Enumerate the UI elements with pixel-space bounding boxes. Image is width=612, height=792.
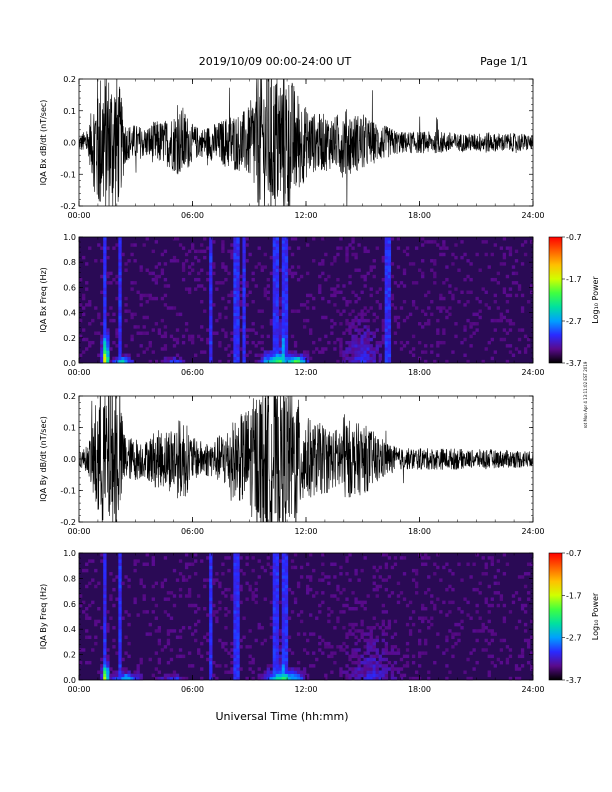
figure-title: 2019/10/09 00:00-24:00 UT bbox=[199, 55, 352, 68]
x-tick-label: 12:00 bbox=[294, 527, 317, 536]
y-tick-label: 0.2 bbox=[63, 75, 76, 84]
spectrogram-cells bbox=[79, 553, 534, 681]
y-tick-label: 0.2 bbox=[63, 392, 76, 401]
x-tick-label: 00:00 bbox=[67, 211, 90, 220]
series-line bbox=[79, 79, 533, 206]
y-tick-label: 0.0 bbox=[63, 455, 76, 464]
spectrogram-cells bbox=[79, 237, 534, 364]
panel-1: -0.2 -0.1 0.0 0.1 0.2 00:00 06:00 12:00 18:00 24:… bbox=[39, 75, 545, 220]
page-label: Page 1/1 bbox=[480, 55, 528, 68]
y-axis-label: IQA By dB/dt (nT/sec) bbox=[39, 416, 48, 502]
y-tick-label: 1.0 bbox=[63, 549, 76, 558]
colorbar-label: Log₁₀ Power bbox=[591, 592, 600, 640]
x-tick-label: 12:00 bbox=[294, 368, 317, 377]
colorbar-tick-label: -1.7 bbox=[566, 591, 582, 600]
y-tick-label: 0.2 bbox=[63, 651, 76, 660]
colorbar bbox=[548, 236, 563, 364]
y-tick-label: 0.0 bbox=[63, 359, 76, 368]
y-tick-label: -0.2 bbox=[60, 518, 76, 527]
y-axis-label: IQA Bx dB/dt (nT/sec) bbox=[39, 100, 48, 186]
x-tick-label: 06:00 bbox=[181, 368, 204, 377]
x-tick-label: 18:00 bbox=[408, 368, 431, 377]
y-tick-label: -0.1 bbox=[60, 487, 76, 496]
colorbar-tick-label: -2.7 bbox=[566, 317, 582, 326]
y-tick-label: 0.1 bbox=[63, 424, 76, 433]
panel-4: -0.7 -1.7 -2.7 -3.7 Log₁₀ Power 0.0 0.2 0.4 0.6 0… bbox=[39, 549, 600, 694]
y-tick-label: 0.8 bbox=[63, 574, 76, 583]
x-tick-label: 18:00 bbox=[408, 527, 431, 536]
y-tick-label: 0.0 bbox=[63, 139, 76, 148]
colorbar-tick-label: -0.7 bbox=[566, 549, 582, 558]
x-tick-label: 12:00 bbox=[294, 685, 317, 694]
panels: -0.2 -0.1 0.0 0.1 0.2 00:00 06:00 12:00 18:00 24:… bbox=[39, 75, 600, 694]
side-note: rot Mon Apr 4 13:11:02 EST 2019 bbox=[583, 361, 588, 428]
spectrogram-background bbox=[79, 553, 533, 680]
colorbar-label: Log₁₀ Power bbox=[591, 276, 600, 324]
x-tick-label: 12:00 bbox=[294, 211, 317, 220]
y-axis-label: IQA Bx Freq (Hz) bbox=[39, 267, 48, 333]
y-tick-label: 0.6 bbox=[63, 283, 76, 292]
x-tick-label: 24:00 bbox=[521, 368, 544, 377]
y-tick-label: 0.2 bbox=[63, 334, 76, 343]
y-tick-label: 0.8 bbox=[63, 258, 76, 267]
x-tick-label: 00:00 bbox=[67, 368, 90, 377]
panel-2: -0.7 -1.7 -2.7 -3.7 Log₁₀ Power 0.0 0.2 0.4 0.6 0… bbox=[39, 233, 600, 377]
x-tick-label: 18:00 bbox=[408, 685, 431, 694]
y-tick-label: 0.0 bbox=[63, 676, 76, 685]
x-tick-label: 24:00 bbox=[521, 527, 544, 536]
x-tick-label: 24:00 bbox=[521, 211, 544, 220]
colorbar bbox=[548, 552, 563, 681]
x-tick-label: 06:00 bbox=[181, 527, 204, 536]
panel-3: -0.2 -0.1 0.0 0.1 0.2 00:00 06:00 12:00 18:00 24:… bbox=[39, 392, 545, 536]
x-axis-label: Universal Time (hh:mm) bbox=[216, 710, 349, 723]
y-tick-label: -0.1 bbox=[60, 170, 76, 179]
colorbar-tick-label: -0.7 bbox=[566, 233, 582, 242]
y-tick-label: -0.2 bbox=[60, 202, 76, 211]
y-axis-label: IQA By Freq (Hz) bbox=[39, 584, 48, 650]
y-tick-label: 0.4 bbox=[63, 309, 76, 318]
colorbar-tick-label: -2.7 bbox=[566, 634, 582, 643]
colorbar-tick-label: -3.7 bbox=[566, 676, 582, 685]
series-line bbox=[79, 396, 533, 522]
x-tick-label: 06:00 bbox=[181, 211, 204, 220]
y-tick-label: 0.6 bbox=[63, 600, 76, 609]
y-tick-label: 1.0 bbox=[63, 233, 76, 242]
colorbar-tick-label: -3.7 bbox=[566, 359, 582, 368]
x-tick-label: 06:00 bbox=[181, 685, 204, 694]
x-tick-label: 00:00 bbox=[67, 527, 90, 536]
x-tick-label: 18:00 bbox=[408, 211, 431, 220]
y-tick-label: 0.4 bbox=[63, 625, 76, 634]
x-tick-label: 24:00 bbox=[521, 685, 544, 694]
x-tick-label: 00:00 bbox=[67, 685, 90, 694]
y-tick-label: 0.1 bbox=[63, 107, 76, 116]
colorbar-tick-label: -1.7 bbox=[566, 275, 582, 284]
